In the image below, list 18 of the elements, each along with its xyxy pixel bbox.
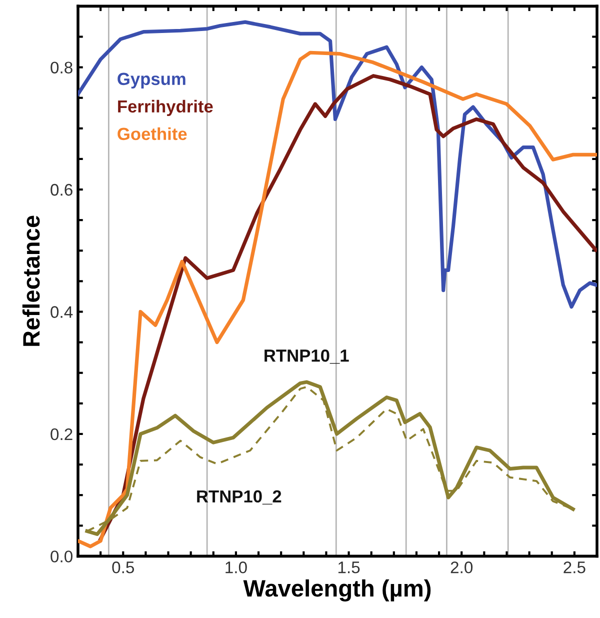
x-tick-label: 0.5 <box>112 562 134 574</box>
series-label: Gypsum <box>118 72 186 89</box>
y-tick-label: 0.8 <box>50 62 72 74</box>
line-series <box>78 20 597 309</box>
x-tick-label: 1.0 <box>226 562 247 574</box>
series-label: RTNP10_1 <box>264 349 349 364</box>
text: Ferrihydrite <box>118 100 213 116</box>
x-tick-label: 2.5 <box>564 562 586 574</box>
series-label: RTNP10_2 <box>197 490 282 505</box>
y-axis-title: Reflectance <box>22 216 40 346</box>
y-tick-label: 0.0 <box>50 550 72 562</box>
x-tick-label: 1.5 <box>338 562 360 574</box>
y-tick-label: 0.6 <box>50 184 72 196</box>
text: Goethite <box>118 127 187 140</box>
y-tick-label: 0.2 <box>50 428 72 440</box>
x-tick-label: 2.0 <box>450 562 473 574</box>
y-tick-label: 0.4 <box>50 306 73 318</box>
x-axis-title: Wavelength (µm) <box>243 579 431 602</box>
